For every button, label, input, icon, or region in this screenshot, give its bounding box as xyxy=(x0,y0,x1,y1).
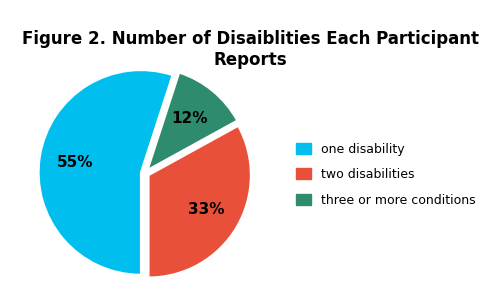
Text: 55%: 55% xyxy=(57,154,94,169)
Wedge shape xyxy=(148,126,251,278)
Legend: one disability, two disabilities, three or more conditions: one disability, two disabilities, three … xyxy=(296,143,476,206)
Text: 12%: 12% xyxy=(172,111,208,126)
Text: Figure 2. Number of Disaiblities Each Participant
Reports: Figure 2. Number of Disaiblities Each Pa… xyxy=(22,30,478,69)
Wedge shape xyxy=(38,70,172,275)
Wedge shape xyxy=(148,73,238,170)
Text: 33%: 33% xyxy=(188,202,224,216)
